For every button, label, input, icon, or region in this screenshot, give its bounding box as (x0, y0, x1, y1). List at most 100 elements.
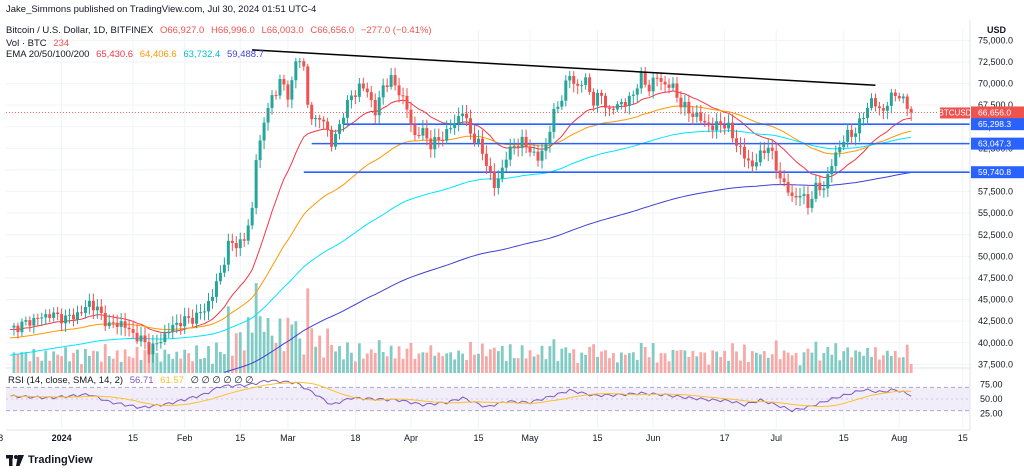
candle-body (516, 146, 520, 148)
candle-body (770, 147, 774, 151)
volume-bar (274, 342, 278, 373)
volume-bar (12, 352, 16, 373)
volume-bar (532, 356, 536, 373)
volume-bar (612, 353, 615, 373)
candle-body (687, 101, 691, 114)
volume-bar (588, 346, 592, 373)
volume-bar (28, 361, 32, 373)
volume-bar (806, 348, 810, 373)
volume-bar (905, 344, 909, 373)
volume-bar (306, 288, 310, 373)
candle-body (421, 128, 425, 136)
volume-bar (580, 352, 584, 373)
candle-body (302, 61, 306, 67)
x-tick-label: 15 (839, 433, 849, 443)
candle-body (822, 188, 826, 191)
candle-body (242, 239, 246, 241)
trendline-layer (252, 49, 876, 87)
volume-bar (477, 353, 480, 373)
candle-body (127, 327, 131, 330)
candle-body (40, 317, 44, 319)
candle-body (326, 121, 330, 130)
y-tick-label: 40,000.0 (978, 338, 1013, 348)
candle-body (631, 94, 635, 96)
rsi-series (9, 379, 912, 413)
volume-bar (878, 359, 881, 373)
candle-body (445, 129, 449, 141)
candle-body (72, 314, 76, 320)
volume-bar (675, 350, 679, 373)
volume-bar (135, 346, 139, 373)
volume-bar (715, 351, 719, 373)
volume-bar (703, 352, 707, 373)
tradingview-footer[interactable]: TradingView (6, 454, 93, 466)
volume-bar (536, 354, 540, 373)
volume-bar (544, 359, 548, 373)
volume-bar (361, 358, 365, 373)
volume-bar (512, 358, 516, 373)
last-price-value: 66,656.0 (978, 107, 1011, 117)
candle-body (79, 312, 83, 314)
ema50-value: 64,406.6 (139, 49, 177, 60)
volume-bar (76, 349, 79, 373)
volume-bar (485, 356, 488, 373)
candle-body (417, 135, 421, 137)
volume-bar (893, 350, 897, 373)
candle-body (167, 331, 171, 334)
volume-bar (643, 346, 647, 373)
candle-body (488, 166, 492, 172)
candle-body (707, 122, 711, 126)
x-tick-label: Jul (770, 433, 782, 443)
volume-bar (369, 349, 373, 373)
rsi-tick-label: 75.00 (980, 380, 1003, 390)
candle-body (250, 207, 254, 226)
volume-bar (266, 317, 270, 373)
candle-body (353, 95, 357, 97)
volume-bar (24, 352, 28, 373)
candle-body (24, 320, 28, 322)
candle-body (314, 117, 318, 120)
candle-body (449, 128, 453, 130)
volume-bar (191, 361, 195, 373)
candle-body (600, 92, 604, 96)
volume-bar (560, 348, 564, 373)
candle-body (885, 105, 889, 111)
candle-body (345, 100, 349, 118)
change-value: −277.0 (−0.41%) (360, 25, 432, 36)
x-tick-label: Apr (404, 433, 418, 443)
candle-body (155, 343, 159, 345)
candle-body (846, 129, 850, 142)
candle-body (218, 272, 222, 282)
y-tick-label: 75,000.0 (978, 35, 1013, 45)
volume-legend: Vol · BTC 234 (6, 38, 73, 49)
candle-body (171, 324, 175, 332)
volume-bar (492, 347, 496, 373)
candle-body (798, 195, 802, 198)
candle-body (437, 137, 441, 141)
candle-body (905, 96, 909, 109)
candle-body (214, 281, 218, 297)
volume-bar (691, 350, 695, 373)
candle-body (727, 122, 731, 129)
candle-body (568, 75, 572, 81)
x-tick-label: Aug (891, 433, 907, 443)
volume-bar (175, 351, 179, 373)
candle-body (715, 121, 719, 131)
candle-body (83, 306, 87, 313)
volume-bar (409, 342, 413, 373)
candle-body (842, 141, 846, 148)
volume-bar (842, 351, 846, 373)
candle-body (492, 171, 496, 189)
candle-body (496, 178, 500, 189)
candle-body (159, 341, 163, 344)
volume-bar (596, 356, 599, 373)
volume-bar (254, 283, 258, 373)
volume-bar (735, 351, 738, 373)
y-tick-label: 47,500.0 (978, 273, 1013, 283)
volume-bar (16, 353, 20, 373)
candle-body (838, 147, 842, 153)
volume-bar (377, 340, 381, 373)
volume-bar (723, 350, 726, 373)
volume-bar (663, 353, 667, 373)
